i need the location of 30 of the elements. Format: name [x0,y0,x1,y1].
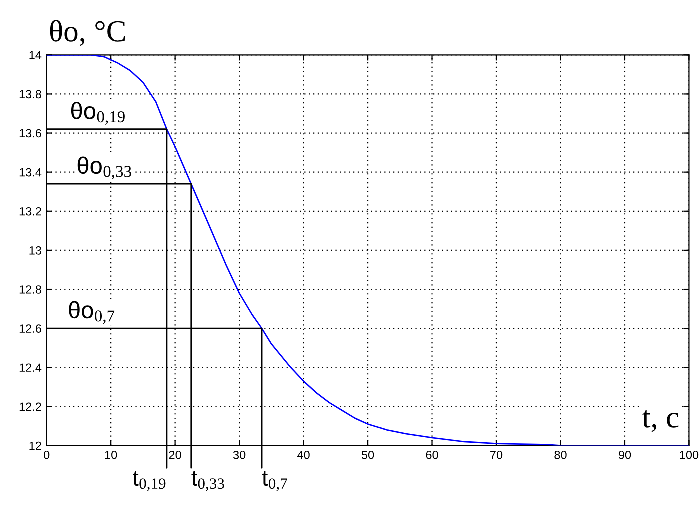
x-tick-label: 30 [233,450,246,460]
annotation: θo$_{0,7}$ [69,301,115,324]
y-tick-label: 12.2 [20,402,42,411]
y-tick-label: 12.6 [20,324,42,333]
y-axis-title: θo, °C [50,20,126,46]
x-tick-label: 90 [618,450,632,460]
x-tick-label: 100 [680,450,699,460]
x-tick-label: 10 [105,450,118,460]
annotation: θo$_{0,33}$ [78,156,132,180]
y-tick-label: 13 [30,246,42,255]
y-tick-label: 13.4 [20,168,42,177]
y-tick-label: 12.8 [20,286,42,294]
x-axis-title: t, c [642,410,679,432]
annotation: θo$_{0,19}$ [71,102,125,125]
annotation: t$_{0,19}$ [133,472,166,492]
annotation: t$_{0,33}$ [192,472,224,492]
x-tick-label: 40 [297,450,310,460]
x-tick-label: 20 [169,450,182,460]
annotation: t$_{0,7}$ [262,472,288,492]
x-tick-label: 60 [426,450,438,460]
y-tick-label: 12.4 [20,364,42,372]
y-tick-label: 13.2 [20,207,42,216]
x-tick-label: 50 [362,450,374,460]
x-tick-label: 70 [490,450,503,460]
y-tick-label: 13.6 [20,129,42,138]
y-tick-label: 14 [30,51,42,60]
x-tick-label: 0 [44,450,50,460]
x-tick-label: 80 [554,450,567,460]
y-tick-label: 13.8 [20,90,42,99]
y-tick-label: 12 [30,442,42,450]
